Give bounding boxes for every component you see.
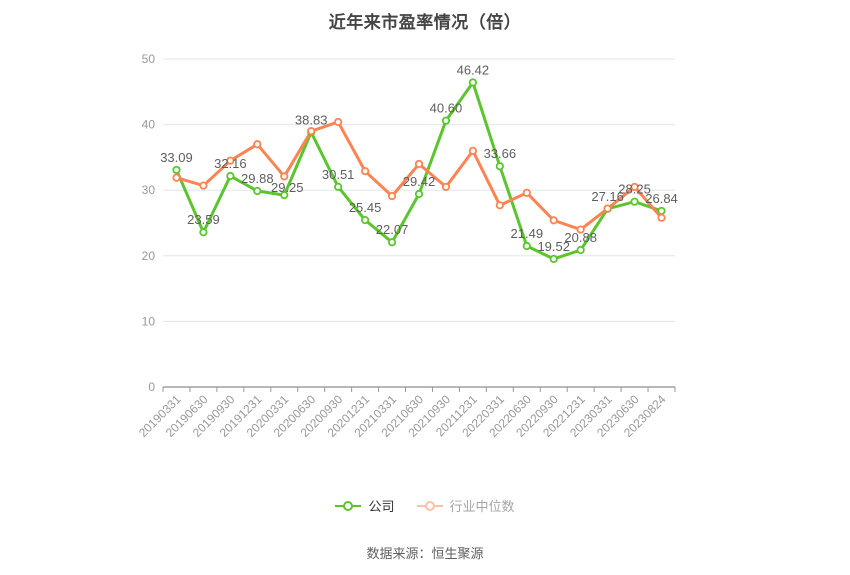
industry-data-point [307, 127, 316, 136]
data-point-label: 30.51 [322, 167, 355, 182]
data-point-label: 33.66 [484, 146, 517, 161]
company-data-point [414, 189, 424, 199]
legend-item-industry-median[interactable]: 行业中位数 [416, 496, 515, 515]
industry-data-point [657, 213, 666, 222]
data-point-label: 29.42 [403, 174, 436, 189]
industry-data-point [280, 172, 289, 181]
data-point-label: 29.88 [241, 171, 274, 186]
data-point-label: 29.25 [271, 180, 304, 195]
data-point-label: 38.83 [295, 112, 328, 127]
industry-data-point [334, 117, 343, 127]
company-data-point [576, 245, 585, 255]
data-point-label: 28.25 [618, 182, 651, 197]
industry-data-point [495, 201, 504, 210]
data-point-label: 46.42 [457, 62, 490, 77]
chart-title: 近年来市盈率情况（倍） [328, 13, 522, 32]
industry-data-point [603, 204, 612, 213]
y-axis-label: 20 [142, 249, 156, 263]
company-data-point [226, 171, 235, 181]
industry-line-marker-icon [416, 504, 443, 507]
chart-legend: 公司 行业中位数 [0, 496, 850, 515]
company-data-point [441, 116, 451, 125]
company-data-point [630, 197, 639, 206]
industry-data-point [522, 188, 531, 197]
data-point-label: 27.16 [591, 189, 624, 204]
industry-data-point [172, 173, 181, 182]
company-data-point [172, 165, 181, 175]
industry-data-point [199, 181, 208, 190]
industry-data-point [414, 159, 424, 169]
legend-item-company[interactable]: 公司 [335, 496, 395, 515]
industry-data-point [226, 156, 235, 165]
legend-label-industry-median: 行业中位数 [449, 499, 515, 514]
industry-data-point [253, 140, 262, 149]
company-data-point [361, 215, 370, 225]
data-point-label: 25.45 [349, 200, 382, 215]
company-data-point [657, 206, 666, 216]
data-point-label: 32.16 [214, 156, 247, 171]
y-axis-label: 50 [142, 52, 156, 66]
data-point-label: 33.09 [160, 150, 193, 165]
industry-data-point [630, 182, 639, 192]
company-data-point [468, 78, 477, 87]
company-data-point [199, 228, 208, 237]
data-point-label: 26.84 [645, 191, 678, 206]
industry-data-point [441, 182, 451, 192]
data-source-note: 数据来源：恒生聚源 [366, 546, 484, 561]
company-line-marker-icon [335, 504, 362, 507]
data-point-label: 19.52 [537, 239, 570, 254]
company-data-point [549, 254, 558, 264]
data-point-label: 40.60 [430, 101, 463, 116]
data-point-label: 21.49 [511, 226, 544, 241]
industry-data-point [387, 192, 397, 201]
industry-data-point [576, 225, 585, 234]
legend-label-company: 公司 [368, 499, 395, 514]
company-data-point [334, 182, 343, 191]
data-point-label: 22.07 [376, 222, 409, 237]
company-data-point [253, 186, 262, 196]
y-axis-label: 40 [142, 118, 156, 132]
industry-data-point [468, 146, 477, 155]
y-axis-label: 0 [148, 380, 155, 394]
industry-data-point [361, 167, 370, 176]
y-axis-label: 10 [142, 314, 156, 328]
company-data-point [280, 191, 289, 200]
company-data-point [495, 162, 504, 171]
y-axis-label: 30 [142, 183, 156, 197]
company-data-point [387, 238, 397, 247]
industry-data-point [549, 216, 558, 225]
data-point-label: 23.59 [187, 212, 220, 227]
company-data-point [522, 241, 531, 251]
data-point-label: 20.88 [564, 230, 597, 245]
